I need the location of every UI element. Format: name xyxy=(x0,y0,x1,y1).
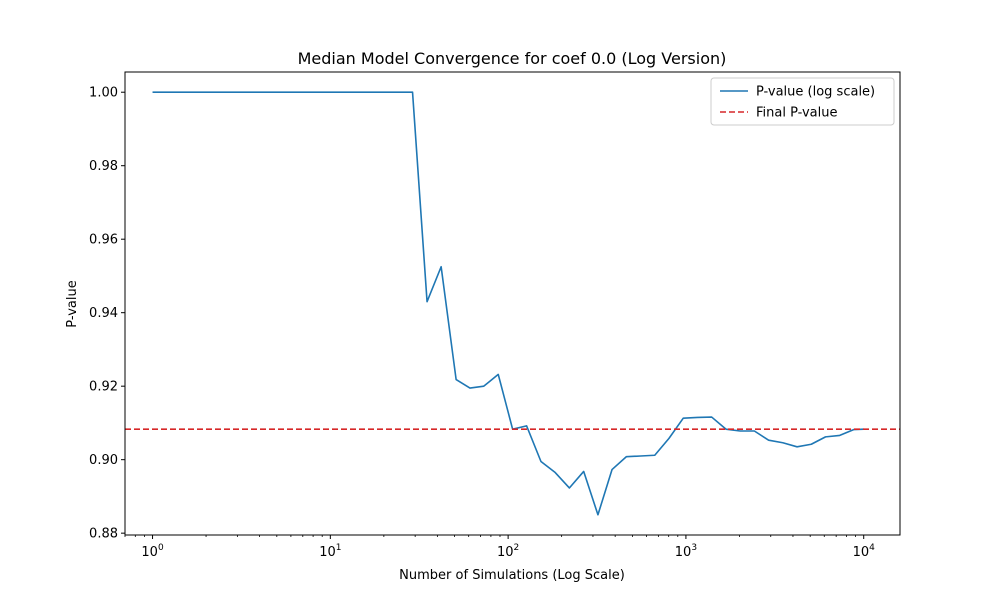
y-tick-label: 0.90 xyxy=(89,453,118,468)
legend-label: P-value (log scale) xyxy=(756,85,875,100)
y-tick-label: 0.98 xyxy=(89,159,118,174)
pvalue-series-line xyxy=(152,91,864,516)
legend-box xyxy=(710,77,895,126)
plot-area xyxy=(125,91,900,516)
y-tick-label: 0.96 xyxy=(89,233,118,248)
y-tick-label: 0.88 xyxy=(89,527,118,542)
legend-label: Final P-value xyxy=(756,106,838,121)
y-tick-label: 1.00 xyxy=(89,86,118,101)
axes-frame xyxy=(124,71,901,536)
y-tick-label: 0.92 xyxy=(89,380,118,395)
y-tick-label: 0.94 xyxy=(89,306,118,321)
chart-title: Median Model Convergence for coef 0.0 (L… xyxy=(298,49,727,68)
y-axis: 0.88 0.90 0.92 0.94 0.96 0.98 1.00 xyxy=(89,86,125,542)
legend: P-value (log scale) Final P-value xyxy=(710,77,895,126)
y-axis-label: P-value xyxy=(65,280,80,327)
x-axis-label: Number of Simulations (Log Scale) xyxy=(399,568,625,583)
